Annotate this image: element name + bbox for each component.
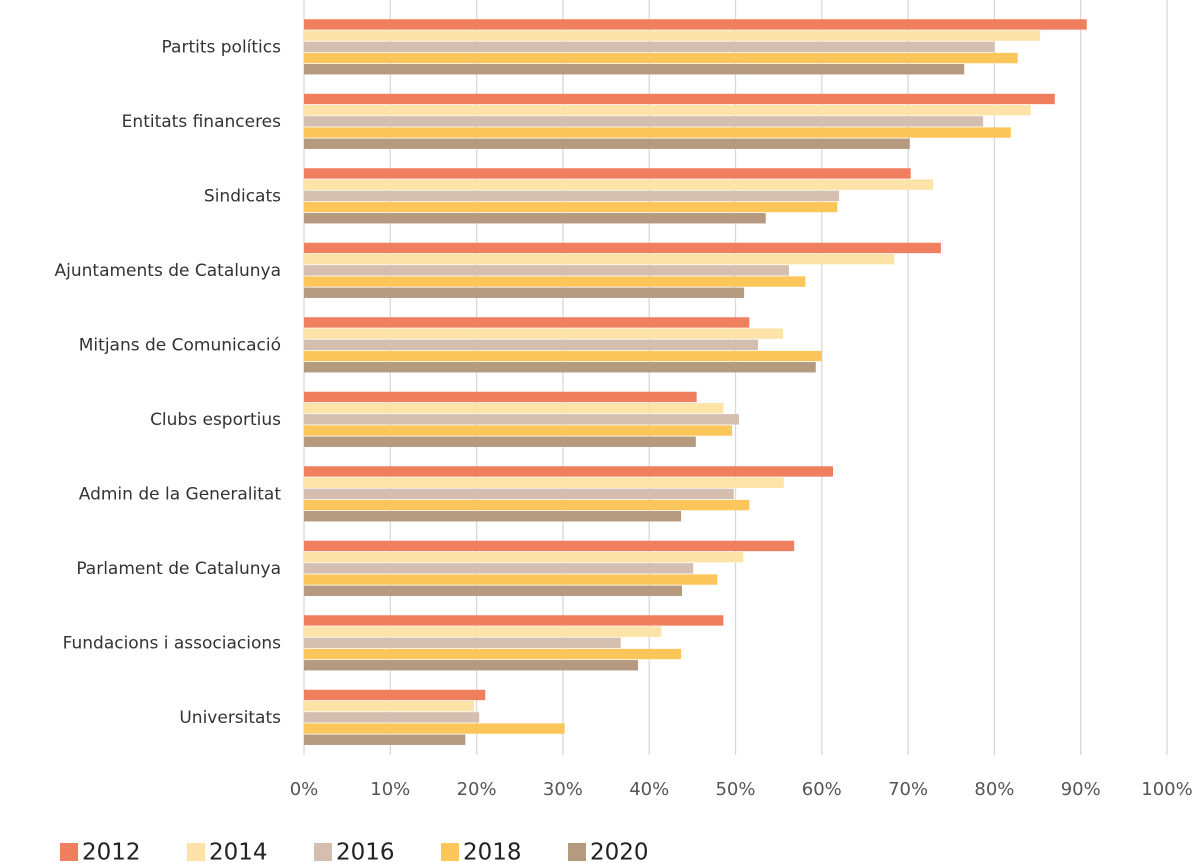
- legend-swatch: [568, 843, 586, 861]
- y-tick-label: Admin de la Generalitat: [79, 484, 282, 504]
- bar: [304, 213, 766, 224]
- bar: [304, 391, 697, 403]
- legend-label: 2020: [590, 840, 649, 863]
- bar: [304, 168, 911, 179]
- y-tick-label: Sindicats: [204, 186, 281, 206]
- x-tick-label: 70%: [888, 779, 928, 800]
- bar: [304, 350, 822, 362]
- x-tick-label: 80%: [974, 779, 1014, 800]
- bar: [304, 52, 1018, 64]
- legend-swatch: [187, 843, 205, 861]
- bar: [304, 551, 744, 563]
- bar: [304, 488, 734, 500]
- x-tick-label: 100%: [1141, 779, 1192, 800]
- bar: [304, 648, 682, 660]
- y-tick-label: Clubs esportius: [150, 410, 281, 430]
- bar: [304, 436, 696, 447]
- bar: [304, 201, 838, 213]
- bar: [304, 511, 682, 522]
- bar: [304, 499, 750, 511]
- bar: [304, 637, 621, 649]
- y-tick-label: Entitats financeres: [122, 112, 281, 132]
- bar: [304, 477, 784, 488]
- x-tick-label: 40%: [629, 779, 669, 800]
- x-tick-label: 50%: [715, 779, 755, 800]
- bar: [304, 265, 790, 276]
- bar: [304, 253, 895, 265]
- bar: [304, 402, 724, 414]
- bar: [304, 712, 480, 723]
- bar: [304, 41, 995, 53]
- bar: [304, 574, 718, 585]
- y-tick-label: Partits polítics: [162, 37, 282, 57]
- bar: [304, 190, 840, 202]
- bar: [304, 425, 733, 436]
- y-tick-label: Universitats: [179, 708, 281, 728]
- x-tick-label: 90%: [1061, 779, 1101, 800]
- bar: [304, 242, 941, 254]
- y-tick-label: Mitjans de Comunicació: [79, 335, 281, 355]
- x-tick-label: 10%: [370, 779, 410, 800]
- legend-label: 2016: [336, 840, 395, 863]
- x-tick-label: 60%: [802, 779, 842, 800]
- bar: [304, 138, 910, 149]
- bar: [304, 540, 795, 552]
- bar: [304, 689, 486, 701]
- legend-label: 2012: [82, 840, 141, 863]
- x-tick-label: 20%: [457, 779, 497, 800]
- bar: [304, 276, 806, 287]
- bar: [304, 104, 1031, 116]
- legend-swatch: [441, 843, 459, 861]
- bar: [304, 660, 638, 671]
- bar: [304, 414, 739, 425]
- legend-label: 2014: [209, 840, 268, 863]
- bar: [304, 466, 834, 477]
- y-tick-label: Fundacions i associacions: [63, 633, 282, 653]
- bar: [304, 734, 466, 745]
- bar: [304, 362, 816, 373]
- y-tick-label: Ajuntaments de Catalunya: [55, 261, 281, 281]
- bar: [304, 700, 475, 712]
- bar: [304, 328, 783, 339]
- bar: [304, 179, 934, 190]
- x-tick-label: 30%: [543, 779, 583, 800]
- bar: [304, 93, 1055, 105]
- bar: [304, 116, 984, 127]
- legend-label: 2018: [463, 840, 522, 863]
- bar: [304, 30, 1041, 41]
- bar: [304, 19, 1087, 30]
- y-tick-label: Parlament de Catalunya: [76, 559, 281, 579]
- bar: [304, 585, 682, 596]
- bar: [304, 615, 724, 626]
- bar: [304, 339, 758, 351]
- bar: [304, 626, 662, 637]
- bar: [304, 287, 745, 298]
- bar: [304, 317, 750, 328]
- x-tick-label: 0%: [290, 779, 319, 800]
- bar: [304, 723, 565, 734]
- bar: [304, 563, 694, 574]
- bar: [304, 127, 1011, 138]
- legend-swatch: [60, 843, 78, 861]
- bar: [304, 64, 965, 75]
- legend-swatch: [314, 843, 332, 861]
